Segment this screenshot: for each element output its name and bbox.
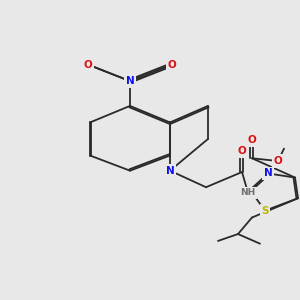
Text: O: O bbox=[84, 60, 92, 70]
Text: S: S bbox=[261, 206, 269, 216]
Text: O: O bbox=[248, 135, 256, 146]
Text: O: O bbox=[168, 60, 176, 70]
Text: N: N bbox=[166, 166, 174, 176]
Text: O: O bbox=[238, 146, 246, 156]
Text: N: N bbox=[126, 76, 134, 86]
Text: O: O bbox=[274, 156, 282, 166]
Text: NH: NH bbox=[240, 188, 256, 197]
Text: N: N bbox=[264, 168, 272, 178]
